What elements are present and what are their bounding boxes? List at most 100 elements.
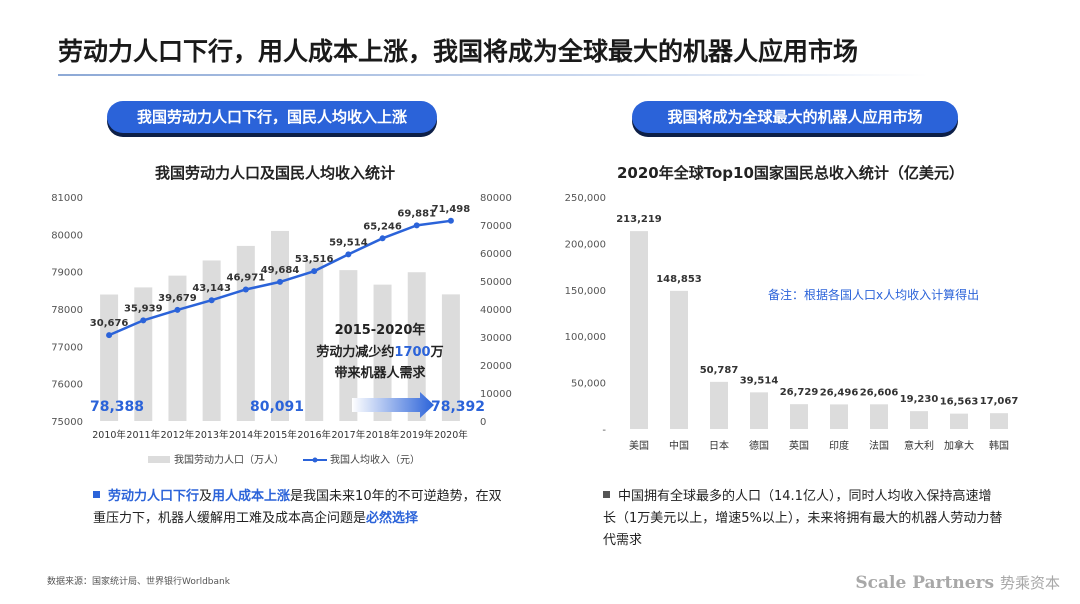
line-point [106,332,113,339]
bar-gni-韩国 [990,413,1008,429]
bar-gni-日本 [710,381,728,429]
section-pill-left: 我国劳动力人口下行，国民人均收入上涨 [107,101,437,133]
bullet-square [603,491,610,498]
bar-data-label: 26,496 [820,387,859,398]
bullet-highlight-cost: 用人成本上涨 [212,489,291,504]
x-tick-label: 2015年 [263,429,297,441]
y-left-tick-label: 77000 [51,342,83,353]
line-data-label: 35,939 [124,303,163,314]
line-point [208,297,215,304]
labor-income-chart: 75000 76000 77000 78000 79000 80000 81000 0 1000… [51,193,512,466]
x-tick-label: 2013年 [195,429,229,441]
bar-labor-2017年 [339,270,358,421]
line-data-label: 53,516 [295,254,334,265]
bullet-text: 中国拥有全球最多的人口（14.1亿人），同时人均收入保持高速增长（1万美元以上，… [603,489,1003,548]
y-tick-label: 100,000 [565,332,606,343]
bar-data-label: 26,729 [780,387,819,398]
bar-data-label: 16,563 [940,397,979,408]
line-data-label: 71,498 [432,204,471,215]
y-left-tick-label: 79000 [51,268,83,279]
section-pill-right: 我国将成为全球最大的机器人应用市场 [632,101,958,133]
y-tick-label: 50,000 [571,379,606,390]
x-tick-label: 日本 [709,439,729,452]
y-tick-label: - [602,425,606,436]
legend-label-line: 我国人均收入（元） [330,453,420,466]
y-left-tick-label: 78000 [51,305,83,316]
y-right-tick-label: 40000 [480,305,512,316]
legend-swatch-point [312,457,318,463]
bar-callout-label: 78,392 [431,399,485,415]
y-right-tick-label: 10000 [480,389,512,400]
line-point [379,235,386,242]
y-left-tick-label: 80000 [51,230,83,241]
line-point [277,278,283,285]
bar-gni-加拿大 [950,413,968,429]
x-tick-label: 2019年 [400,429,434,441]
bar-labor-2011年 [134,287,153,421]
line-data-label: 69,881 [397,208,436,219]
y-right-tick-label: 80000 [480,193,512,204]
x-tick-label: 英国 [789,439,809,452]
annotation-line3: 带来机器人需求 [334,365,426,381]
y-right-tick-label: 60000 [480,249,512,260]
x-tick-label: 加拿大 [944,439,974,452]
y-right-tick-label: 20000 [480,361,512,372]
x-tick-label: 2011年 [126,429,160,441]
left-bullet: 劳动力人口下行及用人成本上涨是我国未来10年的不可逆趋势，在双重压力下，机器人缓… [93,486,503,530]
bullet-text: 及 [199,489,213,504]
bullet-text: 是我国未来10年的不可逆趋势，在双重压力下，机器人缓解用工难及成本高企问题是 [93,489,502,526]
bullet-highlight-choice: 必然选择 [366,511,419,526]
x-tick-label: 法国 [869,439,889,452]
x-tick-label: 2020年 [434,429,468,441]
gni-top10-chart: - 50,000 100,000 150,000 200,000 250,000 213,2… [565,193,1019,452]
line-data-label: 39,679 [158,293,197,304]
bar-labor-2010年 [100,294,119,421]
bullet-square [93,491,100,498]
left-chart-title: 我国劳动力人口及国民人均收入统计 [155,164,396,182]
brand-name-cn: 势乘资本 [999,574,1060,592]
x-tick-label: 韩国 [989,439,1009,452]
x-tick-label: 2016年 [297,429,331,441]
line-data-label: 65,246 [363,221,402,232]
bar-gni-美国 [630,231,648,429]
bar-data-label: 19,230 [900,394,939,405]
line-data-label: 46,971 [227,272,266,283]
line-data-label: 43,143 [192,283,231,294]
y-tick-label: 150,000 [565,286,606,297]
bar-data-label: 26,606 [860,387,899,398]
annotation-text: 劳动力减少约 [316,344,394,360]
bar-gni-英国 [790,404,808,429]
y-tick-label: 200,000 [565,239,606,250]
line-data-label: 30,676 [90,318,129,329]
right-bullet: 中国拥有全球最多的人口（14.1亿人），同时人均收入保持高速增长（1万美元以上，… [603,486,1003,552]
bar-callout-label: 80,091 [250,399,304,415]
y-left-tick-label: 75000 [51,417,83,428]
y-right-tick-label: 0 [480,417,486,428]
bar-data-label: 17,067 [980,396,1019,407]
line-point [174,306,181,313]
bar-gni-德国 [750,392,768,429]
bar-labor-2015年 [271,230,289,421]
right-chart-title: 2020年全球Top10国家国民总收入统计（亿美元） [617,164,964,182]
legend-swatch-bar [148,456,170,463]
x-tick-label: 2017年 [332,429,366,441]
bar-gni-法国 [870,404,888,429]
annotation-highlight: 1700 [394,345,430,360]
line-point [447,217,454,224]
y-right-tick-label: 50000 [480,277,512,288]
decline-arrow [352,392,434,418]
legend-label-bar: 我国劳动力人口（万人） [174,453,284,466]
bar-data-label: 39,514 [740,375,779,386]
chart-note: 备注：根据各国人口x人均收入计算得出 [768,287,979,302]
bar-gni-印度 [830,404,848,429]
bar-gni-意大利 [910,411,928,429]
line-data-label: 59,514 [329,237,368,248]
x-tick-label: 意大利 [904,439,934,452]
x-tick-label: 2012年 [161,429,195,441]
annotation-line2: 劳动力减少约1700万 [316,344,443,360]
line-data-label: 49,684 [261,265,300,276]
title-divider [58,74,928,76]
data-source: 数据来源：国家统计局、世界银行Worldbank [47,577,230,587]
brand-name-en: Scale Partners [855,573,995,593]
line-point [413,222,420,229]
